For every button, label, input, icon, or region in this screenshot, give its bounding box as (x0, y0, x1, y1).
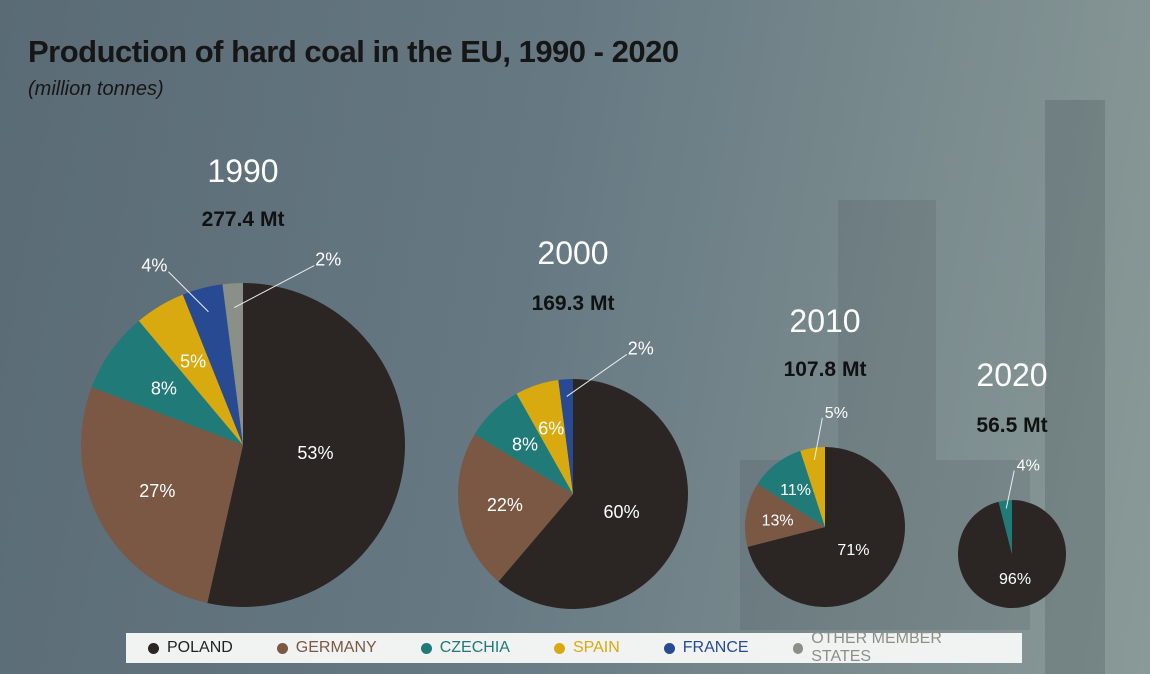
tower-decoration (838, 200, 936, 460)
pie-slice-other-member-states (222, 283, 243, 445)
legend-label: FRANCE (682, 639, 749, 656)
pie-year-label: 2010 (789, 303, 860, 339)
legend-label: POLAND (167, 639, 233, 656)
pie-year-label: 2000 (537, 235, 608, 271)
slice-label: 96% (999, 571, 1031, 588)
slice-label: 5% (180, 352, 206, 372)
slice-label: 2% (628, 338, 654, 358)
pie-slice-poland (498, 379, 688, 609)
legend: POLAND GERMANY CZECHIA SPAIN FRANCE OTHER MEM… (126, 630, 1022, 666)
legend-dot-icon (276, 642, 288, 654)
leader-line (566, 354, 628, 397)
slice-label: 8% (512, 434, 538, 454)
slice-label: 11% (780, 482, 811, 499)
leader-line (234, 265, 315, 309)
pie-year-label: 1990 (207, 153, 278, 189)
legend-item: GERMANY (276, 639, 377, 657)
pie-total-label: 169.3 Mt (532, 292, 615, 315)
slice-label: 6% (538, 419, 564, 439)
slice-label: 4% (141, 256, 167, 276)
slice-label: 4% (1017, 457, 1040, 474)
legend-item: OTHER MEMBER STATES (792, 630, 1000, 666)
pie-year-label: 2020 (976, 357, 1047, 393)
pie-slice-czechia (474, 393, 573, 494)
pie-slice-germany (80, 387, 243, 604)
pie-slice-germany (744, 484, 825, 547)
leader-line (1005, 470, 1015, 509)
pie-slice-france (182, 284, 243, 445)
slice-label: 60% (604, 502, 640, 522)
slice-label: 53% (297, 443, 333, 463)
slice-label: 8% (151, 379, 177, 399)
slice-label: 2% (315, 250, 341, 270)
legend-item: POLAND (148, 639, 233, 657)
legend-item: CZECHIA (420, 639, 510, 657)
pie-total-label: 277.4 Mt (202, 208, 285, 231)
slice-label: 5% (825, 405, 848, 422)
slice-label: 71% (837, 542, 869, 559)
legend-label: SPAIN (572, 639, 620, 656)
legend-dot-icon (663, 642, 675, 654)
pie-slice-spain (800, 447, 825, 527)
legend-label: GERMANY (295, 639, 377, 656)
pie-slice-germany (457, 434, 573, 582)
pie-slice-czechia (757, 450, 825, 527)
pie-slice-france (558, 378, 573, 494)
chart-subtitle: (million tonnes) (28, 78, 164, 100)
legend-dot-icon (553, 642, 565, 654)
legend-dot-icon (148, 642, 159, 654)
pie-slice-spain (138, 294, 243, 445)
leader-line (813, 417, 823, 460)
slice-label: 22% (487, 495, 523, 515)
slice-label: 27% (139, 481, 175, 501)
legend-dot-icon (420, 642, 432, 654)
legend-label: CZECHIA (439, 639, 510, 656)
pie-slice-poland (207, 283, 405, 607)
legend-item: FRANCE (663, 639, 749, 657)
pie-slice-czechia (91, 320, 243, 445)
pie-slice-czechia (998, 500, 1012, 554)
legend-item: SPAIN (553, 639, 620, 657)
pie-total-label: 56.5 Mt (976, 414, 1047, 437)
legend-label: OTHER MEMBER STATES (811, 630, 942, 665)
pie-slice-poland (747, 447, 905, 608)
slice-label: 13% (762, 512, 794, 529)
pie-total-label: 107.8 Mt (784, 358, 867, 381)
chart-title: Production of hard coal in the EU, 1990 … (28, 34, 679, 69)
legend-dot-icon (792, 642, 804, 654)
pie-slice-spain (516, 379, 573, 494)
leader-line (168, 271, 209, 313)
